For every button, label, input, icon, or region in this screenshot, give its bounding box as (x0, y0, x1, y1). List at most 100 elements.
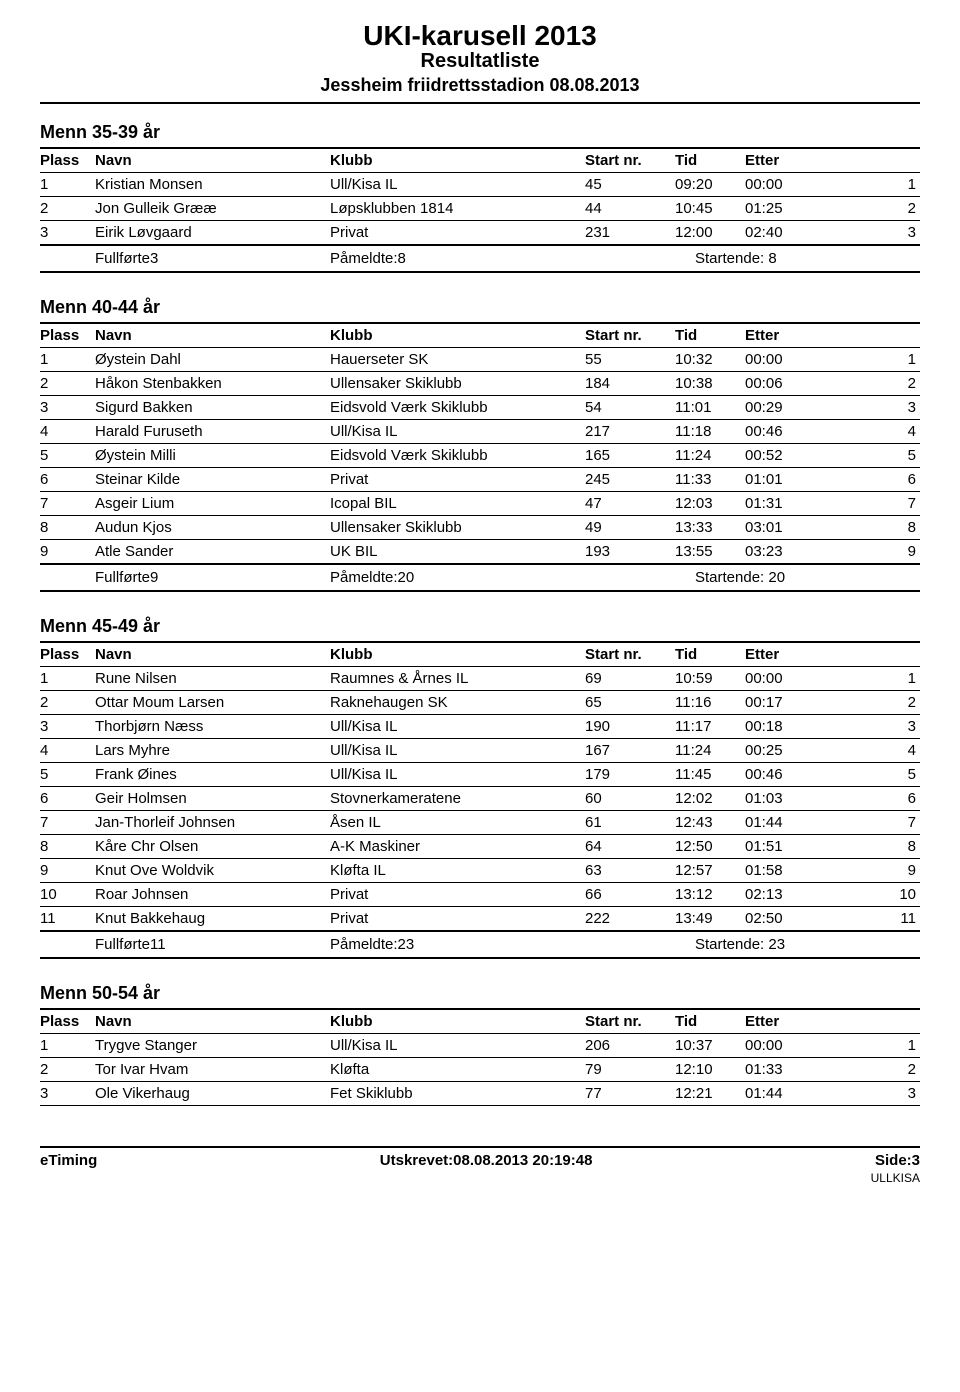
cell-right: 4 (820, 423, 920, 440)
cell-etter: 01:44 (745, 814, 820, 831)
cell-navn: Knut Bakkehaug (95, 910, 330, 927)
cell-etter: 03:23 (745, 543, 820, 560)
cell-navn: Øystein Milli (95, 447, 330, 464)
cell-navn: Lars Myhre (95, 742, 330, 759)
table-row: 9Atle SanderUK BIL19313:5503:239 (40, 540, 920, 565)
cell-etter: 00:25 (745, 742, 820, 759)
cell-tid: 12:10 (675, 1061, 745, 1078)
cell-startnr: 63 (585, 862, 675, 879)
table-row: 3Thorbjørn NæssUll/Kisa IL19011:1700:183 (40, 715, 920, 739)
cell-startnr: 55 (585, 351, 675, 368)
table-row: 11Knut BakkehaugPrivat22213:4902:5011 (40, 907, 920, 932)
cell-plass: 10 (40, 886, 95, 903)
table-row: 4Lars MyhreUll/Kisa IL16711:2400:254 (40, 739, 920, 763)
cell-klubb: Ull/Kisa IL (330, 766, 585, 783)
cell-etter: 00:00 (745, 351, 820, 368)
cell-right: 1 (820, 351, 920, 368)
cell-navn: Tor Ivar Hvam (95, 1061, 330, 1078)
cell-plass: 5 (40, 766, 95, 783)
col-etter: Etter (745, 1013, 820, 1030)
cell-startnr: 49 (585, 519, 675, 536)
cell-klubb: Ull/Kisa IL (330, 1037, 585, 1054)
col-blank (820, 646, 920, 663)
table-row: 8Audun KjosUllensaker Skiklubb4913:3303:… (40, 516, 920, 540)
cell-klubb: Ull/Kisa IL (330, 176, 585, 193)
cell-startnr: 77 (585, 1085, 675, 1102)
cell-etter: 00:00 (745, 670, 820, 687)
table-header-row: PlassNavnKlubbStart nr.TidEtter (40, 147, 920, 173)
header-rule (40, 102, 920, 104)
cell-right: 1 (820, 176, 920, 193)
cell-tid: 13:49 (675, 910, 745, 927)
cell-navn: Eirik Løvgaard (95, 224, 330, 241)
cell-etter: 01:31 (745, 495, 820, 512)
footer-center: Utskrevet:08.08.2013 20:19:48 (380, 1152, 593, 1169)
cell-tid: 12:21 (675, 1085, 745, 1102)
cell-plass: 9 (40, 543, 95, 560)
cell-tid: 11:17 (675, 718, 745, 735)
cell-etter: 02:40 (745, 224, 820, 241)
cell-tid: 13:12 (675, 886, 745, 903)
section-title: Menn 40-44 år (40, 297, 920, 318)
cell-startnr: 65 (585, 694, 675, 711)
cell-startnr: 61 (585, 814, 675, 831)
cell-plass: 2 (40, 1061, 95, 1078)
table-row: 1Rune NilsenRaumnes & Årnes IL6910:5900:… (40, 667, 920, 691)
cell-plass: 3 (40, 718, 95, 735)
footer-left: eTiming (40, 1152, 97, 1169)
cell-startnr: 231 (585, 224, 675, 241)
cell-klubb: Privat (330, 886, 585, 903)
cell-etter: 00:46 (745, 423, 820, 440)
cell-navn: Roar Johnsen (95, 886, 330, 903)
section-title: Menn 50-54 år (40, 983, 920, 1004)
table-row: 3Eirik LøvgaardPrivat23112:0002:403 (40, 221, 920, 246)
col-plass: Plass (40, 646, 95, 663)
cell-right: 5 (820, 766, 920, 783)
cell-tid: 11:45 (675, 766, 745, 783)
cell-plass: 4 (40, 423, 95, 440)
cell-etter: 01:03 (745, 790, 820, 807)
summary-pameldte: Påmeldte:23 (330, 936, 585, 953)
table-header-row: PlassNavnKlubbStart nr.TidEtter (40, 1008, 920, 1034)
col-blank (820, 152, 920, 169)
cell-startnr: 206 (585, 1037, 675, 1054)
col-tid: Tid (675, 327, 745, 344)
cell-right: 8 (820, 838, 920, 855)
table-row: 5Øystein MilliEidsvold Værk Skiklubb1651… (40, 444, 920, 468)
cell-tid: 12:03 (675, 495, 745, 512)
cell-tid: 12:43 (675, 814, 745, 831)
cell-navn: Steinar Kilde (95, 471, 330, 488)
table-row: 9Knut Ove WoldvikKløfta IL6312:5701:589 (40, 859, 920, 883)
cell-navn: Kåre Chr Olsen (95, 838, 330, 855)
cell-plass: 2 (40, 200, 95, 217)
cell-klubb: Ull/Kisa IL (330, 718, 585, 735)
cell-etter: 00:00 (745, 1037, 820, 1054)
col-blank (820, 327, 920, 344)
cell-klubb: Ull/Kisa IL (330, 742, 585, 759)
cell-plass: 1 (40, 176, 95, 193)
cell-etter: 00:17 (745, 694, 820, 711)
cell-right: 3 (820, 399, 920, 416)
cell-right: 1 (820, 1037, 920, 1054)
cell-tid: 12:50 (675, 838, 745, 855)
col-klubb: Klubb (330, 152, 585, 169)
cell-right: 6 (820, 790, 920, 807)
cell-navn: Sigurd Bakken (95, 399, 330, 416)
cell-startnr: 217 (585, 423, 675, 440)
table-row: 2Ottar Moum LarsenRaknehaugen SK6511:160… (40, 691, 920, 715)
cell-right: 7 (820, 495, 920, 512)
page-subtitle: Resultatliste (40, 50, 920, 73)
cell-tid: 11:24 (675, 447, 745, 464)
cell-startnr: 79 (585, 1061, 675, 1078)
cell-plass: 8 (40, 519, 95, 536)
cell-right: 2 (820, 694, 920, 711)
cell-klubb: Icopal BIL (330, 495, 585, 512)
cell-right: 10 (820, 886, 920, 903)
cell-plass: 6 (40, 790, 95, 807)
summary-fullforte: Fullførte11 (40, 936, 330, 953)
table-row: 3Sigurd BakkenEidsvold Værk Skiklubb5411… (40, 396, 920, 420)
cell-klubb: Hauerseter SK (330, 351, 585, 368)
cell-navn: Geir Holmsen (95, 790, 330, 807)
cell-startnr: 69 (585, 670, 675, 687)
cell-tid: 13:55 (675, 543, 745, 560)
